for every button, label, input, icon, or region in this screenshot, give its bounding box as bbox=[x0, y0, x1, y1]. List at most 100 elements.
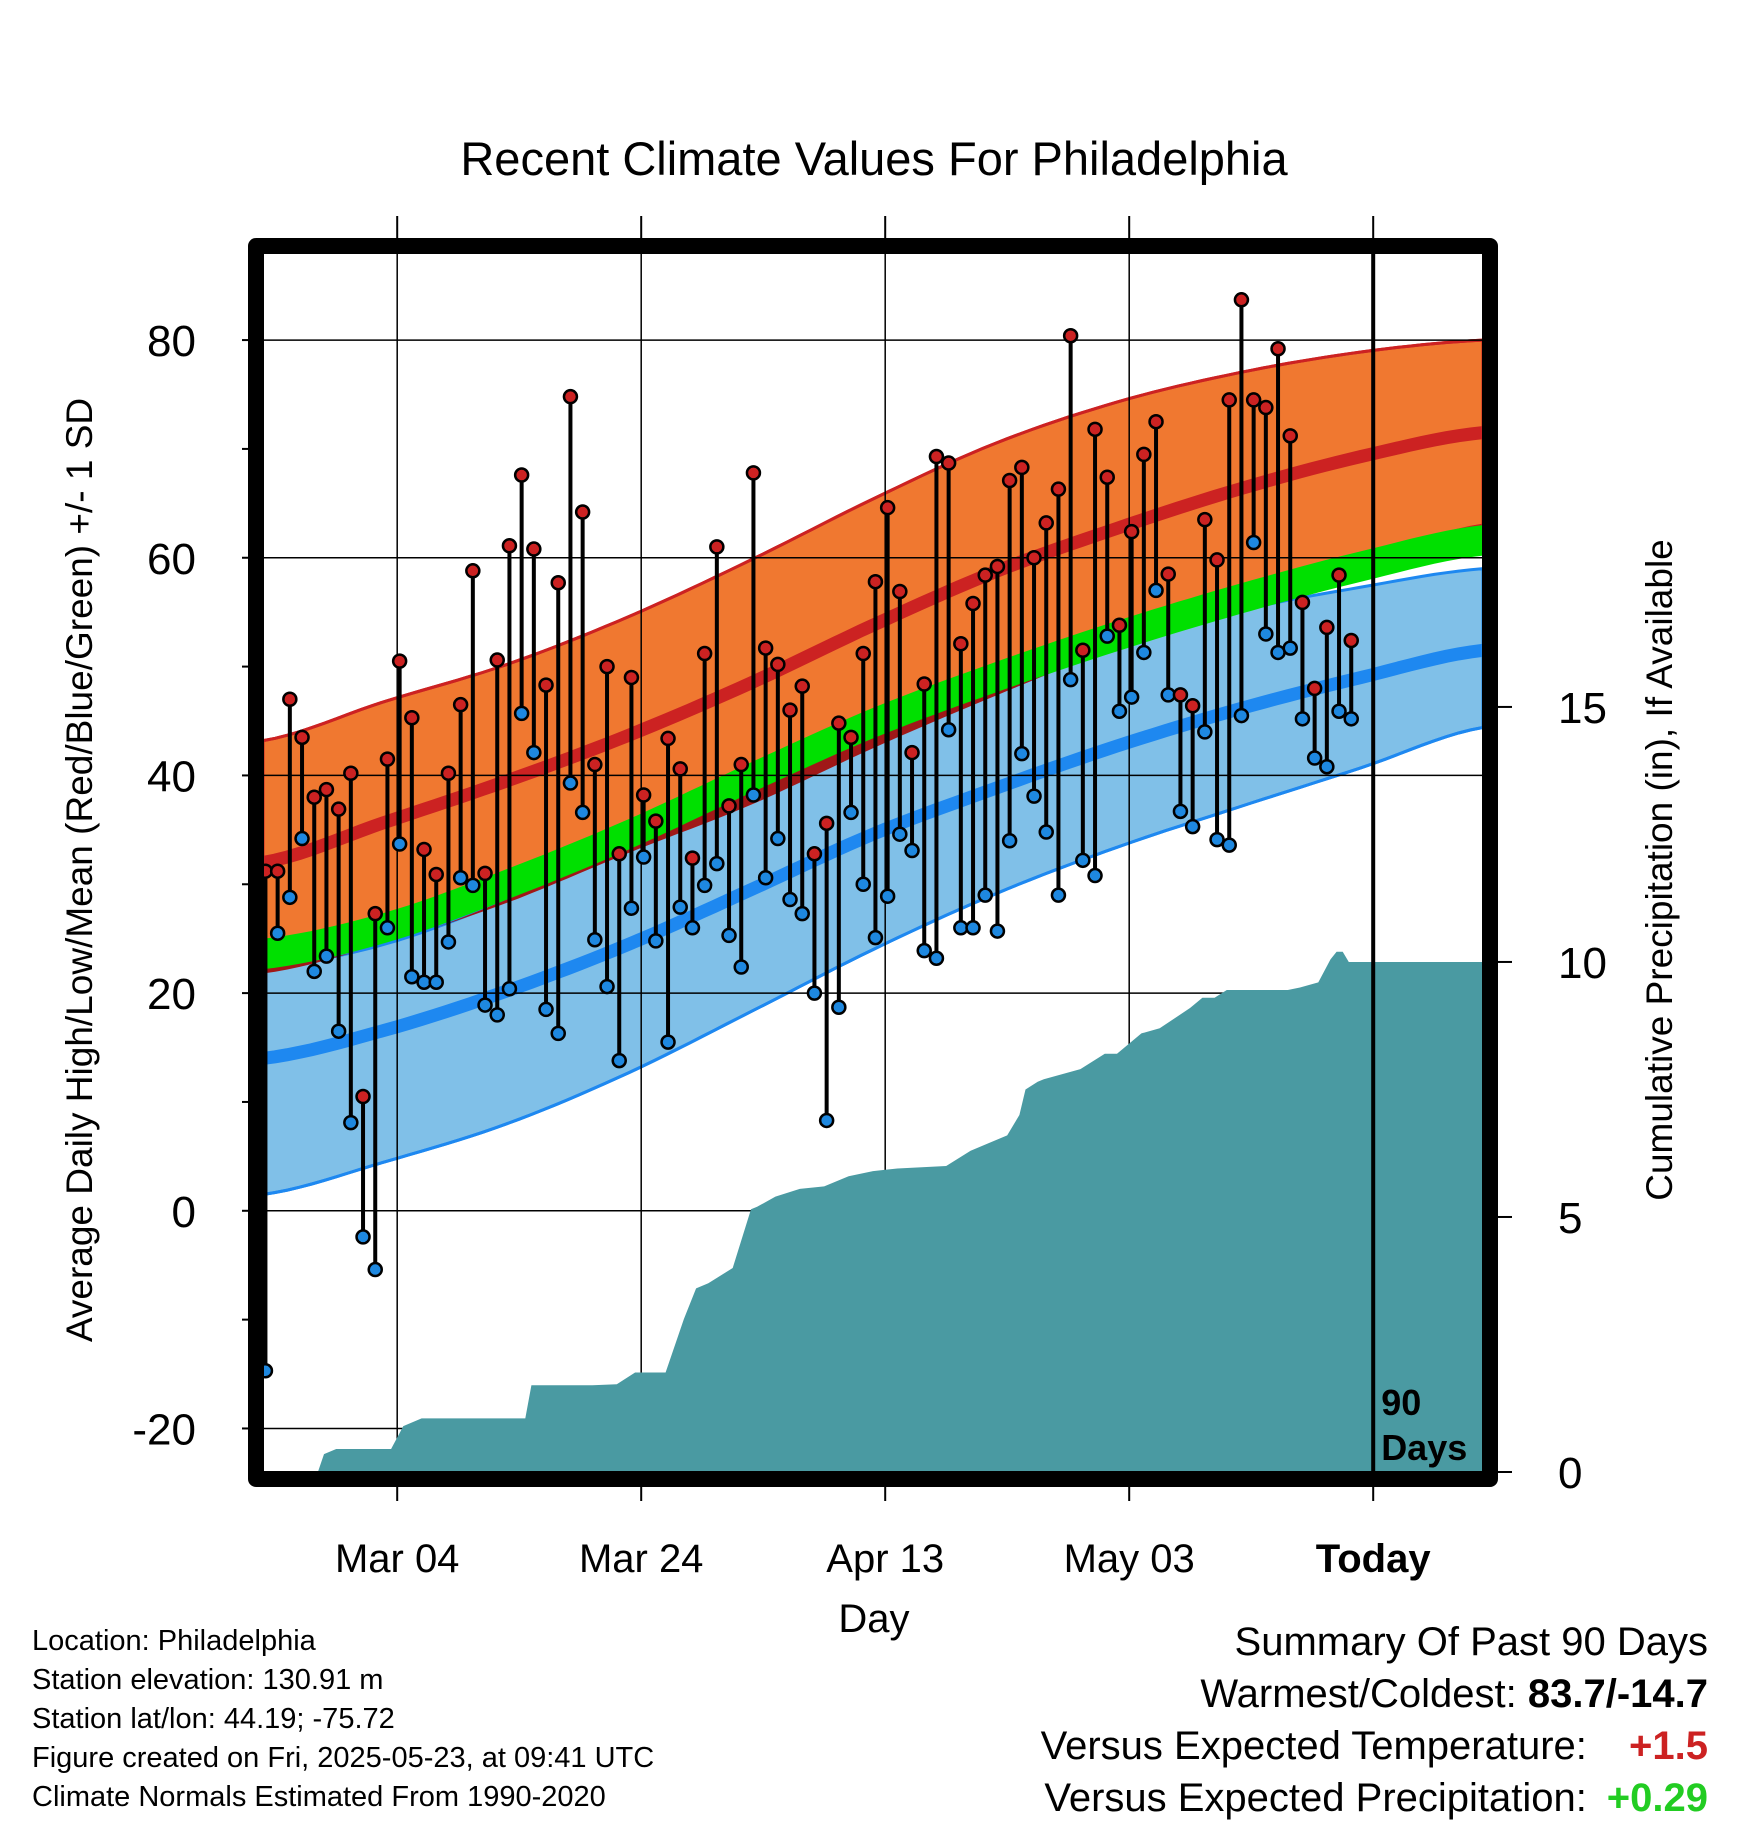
today-marker-label-number: 90 bbox=[1381, 1382, 1421, 1423]
precip-label: Versus Expected Precipitation: bbox=[1044, 1776, 1587, 1820]
daily-high-point bbox=[1258, 399, 1274, 416]
daily-high-point bbox=[574, 504, 591, 520]
daily-low-point bbox=[745, 787, 762, 803]
y-axis-label-left: Average Daily High/Low/Mean (Red/Blue/Gr… bbox=[59, 398, 100, 1342]
daily-high-point bbox=[709, 539, 725, 555]
daily-high-point bbox=[1184, 698, 1201, 714]
daily-low-point bbox=[831, 999, 847, 1016]
daily-high-point bbox=[660, 730, 676, 747]
daily-low-point bbox=[635, 849, 652, 865]
daily-high-point bbox=[757, 640, 774, 656]
daily-low-point bbox=[428, 974, 444, 990]
daily-high-point bbox=[867, 573, 884, 590]
daily-low-point bbox=[550, 1025, 566, 1042]
daily-high-point bbox=[672, 761, 688, 777]
daily-low-point bbox=[465, 877, 481, 894]
daily-low-point bbox=[623, 900, 640, 916]
daily-low-point bbox=[1087, 867, 1103, 884]
daily-high-point bbox=[1148, 413, 1164, 430]
low-sd-lower-line bbox=[263, 726, 1483, 1196]
y-tick-label-left: 0 bbox=[172, 1188, 196, 1237]
summary-warm-cold: Warmest/Coldest: 83.7/-14.7 bbox=[1200, 1672, 1708, 1717]
daily-low-point bbox=[1209, 831, 1225, 848]
daily-high-point bbox=[550, 575, 566, 591]
daily-low-point bbox=[1099, 628, 1115, 644]
x-tick-label: Today bbox=[1316, 1537, 1432, 1581]
daily-high-point bbox=[562, 388, 579, 405]
daily-low-point bbox=[1026, 788, 1042, 804]
daily-low-point bbox=[367, 1261, 383, 1278]
daily-high-point bbox=[282, 691, 298, 707]
daily-low-point bbox=[343, 1114, 359, 1131]
daily-high-point bbox=[953, 635, 969, 652]
daily-low-point bbox=[916, 942, 932, 959]
daily-high-point bbox=[1331, 567, 1347, 583]
daily-high-point bbox=[1306, 680, 1323, 697]
daily-high-point bbox=[733, 756, 749, 773]
y-tick-label-left: -20 bbox=[132, 1405, 196, 1454]
y-tick-label-left: 60 bbox=[147, 535, 196, 584]
precip-area bbox=[263, 951, 1483, 1472]
daily-high-point bbox=[977, 567, 993, 583]
daily-low-point bbox=[1282, 640, 1298, 656]
daily-low-point bbox=[1136, 644, 1152, 661]
daily-high-point bbox=[892, 583, 908, 600]
daily-low-point bbox=[562, 775, 579, 791]
daily-low-point bbox=[989, 923, 1006, 939]
daily-high-point bbox=[1160, 566, 1176, 582]
daily-high-point bbox=[416, 841, 432, 858]
daily-high-point bbox=[745, 465, 762, 481]
daily-high-point bbox=[1038, 515, 1054, 531]
daily-low-point bbox=[306, 963, 322, 980]
daily-high-point bbox=[623, 669, 640, 686]
daily-high-point bbox=[989, 558, 1006, 575]
daily-high-point bbox=[1233, 292, 1250, 308]
daily-low-point bbox=[904, 842, 920, 859]
x-tick-label: May 03 bbox=[1064, 1537, 1195, 1581]
y-tick-label-right: 5 bbox=[1558, 1194, 1582, 1243]
daily-high-point bbox=[806, 846, 823, 862]
daily-low-point bbox=[721, 927, 737, 944]
daily-low-point bbox=[391, 836, 408, 852]
daily-low-point bbox=[1245, 534, 1262, 551]
daily-low-point bbox=[879, 888, 896, 904]
daily-low-point bbox=[355, 1229, 371, 1245]
daily-high-point bbox=[355, 1088, 371, 1105]
daily-high-point bbox=[1197, 511, 1213, 528]
y-axis-label-right: Cumulative Precipitation (in), If Availa… bbox=[1639, 539, 1680, 1201]
daily-high-point bbox=[635, 787, 652, 803]
daily-low-point bbox=[1184, 818, 1201, 835]
daily-low-point bbox=[489, 1007, 505, 1023]
daily-high-point bbox=[379, 751, 396, 767]
daily-low-point bbox=[806, 985, 823, 1001]
y-tick-label-left: 20 bbox=[147, 970, 196, 1019]
daily-high-point bbox=[928, 448, 945, 465]
daily-high-point bbox=[343, 765, 359, 782]
daily-low-point bbox=[587, 932, 603, 948]
y-tick-label-right: 0 bbox=[1558, 1449, 1582, 1498]
daily-high-point bbox=[770, 656, 786, 673]
daily-low-point bbox=[672, 899, 688, 915]
daily-high-point bbox=[1209, 552, 1225, 568]
daily-low-point bbox=[1233, 707, 1250, 724]
daily-low-point bbox=[843, 804, 859, 821]
warm-cold-value: 83.7/-14.7 bbox=[1527, 1672, 1708, 1716]
daily-low-point bbox=[1306, 750, 1323, 766]
daily-low-point bbox=[696, 877, 713, 894]
daily-high-point bbox=[1026, 550, 1042, 566]
daily-high-point bbox=[599, 658, 615, 675]
daily-high-point bbox=[1099, 469, 1115, 485]
daily-high-point bbox=[1282, 428, 1298, 444]
daily-low-point bbox=[574, 804, 591, 821]
daily-high-point bbox=[794, 678, 810, 694]
daily-high-point bbox=[904, 744, 920, 761]
plot-frame bbox=[248, 238, 1498, 1487]
daily-high-point bbox=[831, 715, 847, 731]
daily-high-point bbox=[1111, 617, 1128, 633]
daily-high-point bbox=[269, 863, 286, 879]
daily-high-point bbox=[1123, 523, 1140, 540]
daily-high-point bbox=[538, 677, 554, 693]
daily-high-point bbox=[940, 455, 957, 471]
